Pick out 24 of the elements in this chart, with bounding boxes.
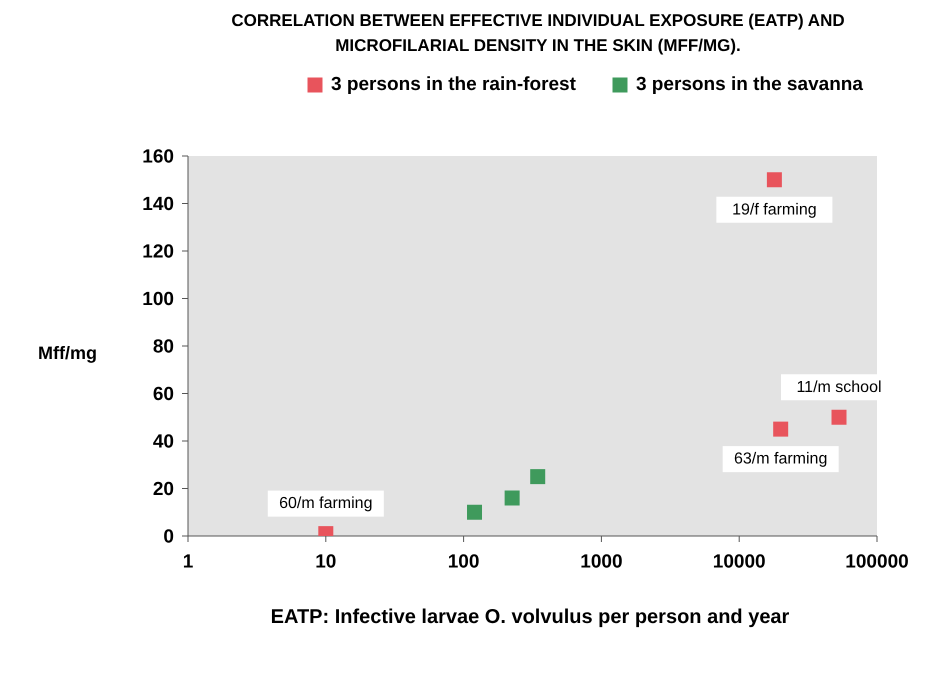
legend-label: 3 persons in the rain-forest xyxy=(331,74,576,96)
chart-title: CORRELATION BETWEEN EFFECTIVE INDIVIDUAL EXPOSURE (EATP) AND MICROFILARIAL DENSITY IN THE SKIN (MFF/MG). xyxy=(230,10,846,57)
x-axis-title: EATP: Infective larvae O. volvulus per person and year xyxy=(270,606,790,629)
x-tick-label: 1000 xyxy=(580,551,623,572)
annotation: 19/f farming xyxy=(732,201,817,218)
annotation: 11/m school xyxy=(796,378,882,396)
y-axis-title: Mff/mg xyxy=(38,343,97,364)
y-tick-label: 20 xyxy=(152,479,174,500)
annotation: 60/m farming xyxy=(279,495,372,512)
x-tick-label: 100 xyxy=(448,551,480,572)
y-tick-label: 40 xyxy=(152,432,174,453)
x-tick-label: 1 xyxy=(182,551,194,572)
x-tick-label: 10 xyxy=(315,551,336,572)
x-tick-label: 100000 xyxy=(845,551,909,572)
annotation: 63/m farming xyxy=(734,450,828,468)
y-tick-label: 140 xyxy=(142,194,174,216)
y-tick-label: 120 xyxy=(142,242,174,263)
x-tick-label: 10000 xyxy=(712,551,766,572)
y-tick-label: 100 xyxy=(142,289,174,310)
legend-label: 3 persons in the savanna xyxy=(636,74,863,96)
y-tick-label: 80 xyxy=(152,336,174,358)
y-tick-label: 0 xyxy=(163,526,174,548)
y-tick-label: 160 xyxy=(142,146,174,168)
y-tick-label: 60 xyxy=(152,384,174,406)
